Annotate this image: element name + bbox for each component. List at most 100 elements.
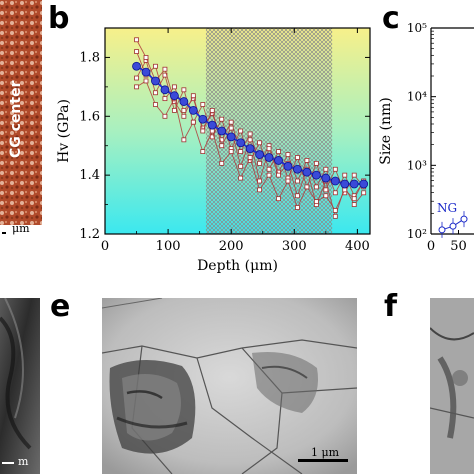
panel-b-chart: 0 100 200 300 400 1.2 1.4 1.6 1.8 Depth (μm) Hv (G…	[56, 27, 371, 274]
panel-b-individual-point	[153, 102, 158, 107]
panel-b-x-tick-label: 400	[345, 239, 370, 254]
panel-b-average-point	[293, 164, 302, 174]
panel-b-individual-point	[134, 75, 139, 81]
panel-b-individual-point	[295, 193, 300, 199]
panel-e-letter: e	[50, 289, 71, 324]
panel-b-individual-point	[228, 149, 234, 155]
panel-b-individual-point	[153, 63, 158, 69]
panel-b-y-tick-label: 1.4	[79, 168, 100, 183]
panel-d-image	[0, 298, 40, 474]
panel-b-individual-point	[181, 113, 187, 119]
panel-b-individual-point	[238, 175, 244, 181]
panel-b-individual-point	[351, 196, 357, 202]
panel-a-image	[0, 0, 42, 243]
panel-b-average-point	[207, 120, 217, 130]
panel-b-individual-point	[304, 184, 310, 190]
panel-b-individual-point	[238, 163, 244, 169]
panel-b-letter: b	[48, 1, 70, 36]
panel-b-individual-point	[323, 166, 329, 172]
panel-b-individual-point	[257, 140, 262, 146]
panel-b-x-tick-label: 0	[101, 239, 109, 254]
panel-b-average-point	[236, 138, 246, 148]
panel-b-average-point	[255, 150, 264, 159]
panel-b-individual-point	[238, 149, 244, 155]
panel-b-individual-point	[200, 128, 206, 134]
panel-b-individual-point	[181, 87, 187, 93]
panel-c-y-tick-label: 10³	[407, 158, 427, 172]
panel-b-individual-point	[209, 128, 215, 134]
panel-b-average-point	[359, 179, 369, 189]
panel-b-individual-point	[285, 152, 291, 157]
panel-b-individual-point	[228, 125, 234, 131]
panel-b-individual-point	[162, 96, 168, 102]
panel-e-scalebar-label: 1 μm	[311, 446, 340, 459]
panel-f-image	[430, 298, 474, 474]
panel-b-individual-point	[257, 187, 262, 193]
panel-d-scalebar-label: m	[18, 455, 29, 468]
panel-b-average-point	[349, 179, 359, 189]
panel-b-individual-point	[266, 166, 272, 172]
panel-b-x-tick-label: 200	[219, 239, 244, 254]
panel-b-individual-point	[313, 184, 319, 190]
panel-b-x-tick-label: 100	[156, 239, 181, 254]
panel-c-point	[438, 226, 446, 234]
panel-b-individual-point	[276, 172, 281, 178]
panel-c-chart: 10² 10³ 10⁴ 10⁵ 0 50 Size (nm) NG	[378, 21, 474, 254]
panel-b-individual-point	[332, 166, 338, 172]
panel-b-individual-point	[190, 93, 196, 99]
panel-b-individual-point	[295, 155, 300, 160]
panel-b-individual-point	[323, 193, 329, 199]
panel-b-individual-point	[238, 128, 244, 134]
panel-b-average-point	[274, 156, 283, 165]
panel-b-individual-point	[209, 108, 215, 113]
panel-b-individual-point	[219, 116, 225, 122]
panel-b-average-point	[283, 161, 293, 171]
panel-b-average-point	[226, 132, 236, 142]
panel-b-individual-point	[332, 213, 338, 219]
panel-b-x-tick-label: 300	[282, 239, 307, 254]
panel-b-individual-point	[332, 208, 338, 213]
panel-c-y-tick-label: 10⁴	[407, 90, 427, 104]
panel-c-point	[449, 222, 457, 230]
panel-b-average-point	[311, 170, 321, 180]
panel-c-letter: c	[382, 1, 400, 36]
panel-b-individual-point	[313, 199, 319, 205]
panel-b-individual-point	[247, 155, 253, 160]
panel-b-individual-point	[247, 137, 253, 143]
panel-b-average-point	[245, 144, 255, 154]
panel-b-frame	[104, 27, 371, 235]
panel-b-y-tick-label: 1.2	[79, 227, 100, 242]
panel-b-individual-point	[351, 172, 357, 178]
panel-a-overlay-text: CG center	[8, 80, 24, 159]
panel-c-y-axis-label: Size (nm)	[378, 97, 394, 164]
panel-b-individual-point	[266, 146, 272, 152]
panel-b-average-point	[141, 67, 151, 77]
panel-b-average-point	[330, 176, 340, 186]
panel-b-individual-point	[162, 113, 168, 119]
panel-b-y-tick-label: 1.6	[79, 109, 100, 124]
panel-b-individual-point	[153, 90, 158, 96]
panel-b-individual-point	[134, 49, 139, 54]
panel-b-individual-point	[257, 178, 262, 184]
panel-b-individual-point	[190, 119, 196, 125]
panel-b-average-point	[264, 153, 274, 162]
panel-b-individual-point	[219, 143, 225, 149]
panel-b-average-point	[340, 179, 350, 189]
panel-b-individual-point	[276, 196, 281, 202]
panel-b-individual-point	[134, 84, 139, 90]
panel-e-image	[102, 298, 357, 474]
panel-b-individual-point	[181, 137, 187, 143]
panel-b-individual-point	[285, 178, 291, 184]
panel-b-shaded-region	[205, 28, 333, 234]
panel-b-individual-point	[247, 131, 253, 137]
panel-b-individual-point	[200, 149, 206, 155]
panel-b-individual-point	[304, 158, 310, 163]
panel-b-average-point	[179, 97, 189, 106]
panel-b-individual-point	[342, 172, 348, 178]
panel-b-individual-point	[228, 119, 234, 125]
panel-b-x-axis-label: Depth (μm)	[197, 258, 278, 274]
panel-b-individual-point	[162, 66, 168, 72]
panel-b-average-point	[302, 167, 312, 177]
panel-b-individual-point	[361, 190, 367, 196]
panel-b-average-point	[198, 114, 208, 124]
